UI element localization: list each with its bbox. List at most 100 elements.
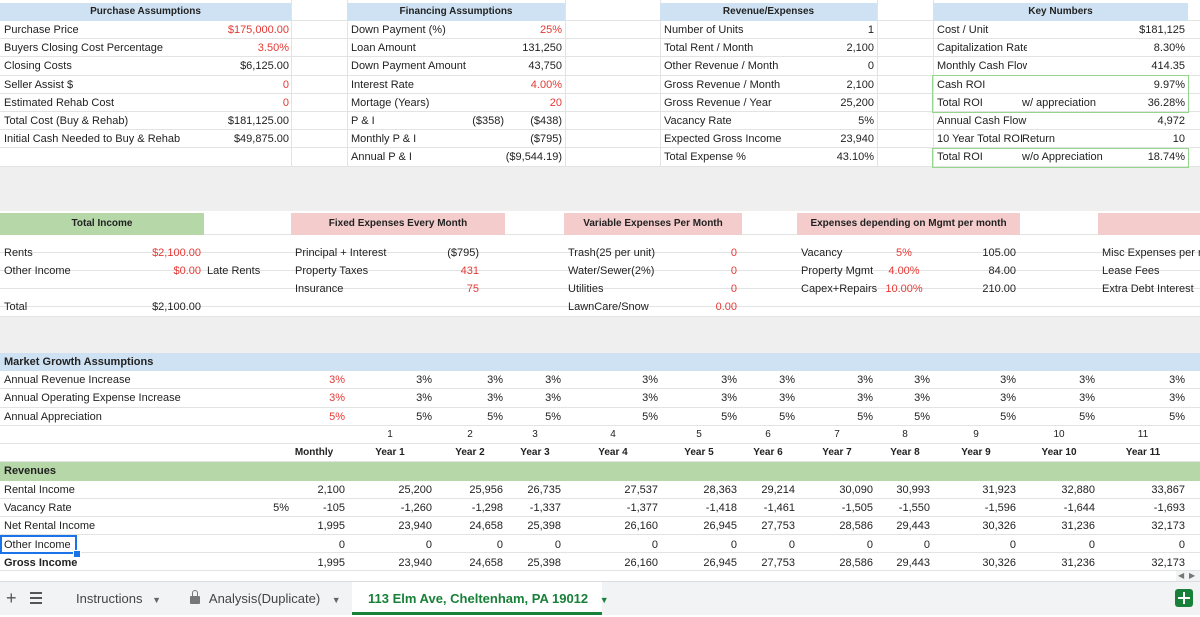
selected-cell[interactable] (0, 535, 77, 554)
variable-row-value: 0 (730, 265, 737, 277)
growth-value: 5% (329, 410, 345, 423)
projection-header: Year 2 (455, 447, 485, 458)
variable-row-label: Trash(25 per unit) (568, 247, 656, 259)
purchase-row-value: $175,000.00 (227, 24, 289, 36)
growth-value: 5% (1169, 410, 1185, 423)
grid-column-line (347, 0, 348, 167)
grid-row-line (0, 516, 1200, 517)
financing-row-value: ($438) (530, 115, 562, 127)
revenue-row-label: Vacancy Rate (664, 115, 732, 127)
growth-value: 3% (487, 374, 503, 386)
projection-value: 23,940 (398, 520, 432, 533)
tab-analysis-duplicate[interactable]: Analysis(Duplicate) ▼ (178, 582, 346, 615)
key-row-value: 36.28% (1147, 97, 1185, 109)
projection-value: 0 (1178, 538, 1185, 551)
growth-value: 3% (1079, 374, 1095, 386)
projection-row-label: Other Income (4, 538, 71, 551)
grid-column-line (933, 0, 934, 167)
growth-value: 5% (416, 410, 432, 423)
revenue-row-label: Gross Revenue / Month (664, 79, 781, 91)
purchase-row-value: $49,875.00 (233, 133, 289, 145)
horizontal-scrollbar[interactable] (1176, 571, 1200, 581)
projection-value: 26,945 (703, 520, 737, 533)
growth-value: 3% (1169, 374, 1185, 386)
chevron-down-icon[interactable]: ▼ (331, 595, 341, 605)
projection-value: 27,537 (624, 484, 658, 496)
revenue-row-value: 2,100 (846, 42, 874, 54)
scroll-left-arrow-icon[interactable]: ◀ (1178, 571, 1185, 580)
purchase-row-label: Purchase Price (4, 24, 79, 36)
projection-value: 0 (923, 538, 930, 551)
grid-row-line (0, 552, 1200, 553)
financing-row-label: Down Payment (%) (351, 24, 446, 36)
projection-value: 28,586 (839, 556, 873, 569)
growth-value: 3% (545, 374, 561, 386)
growth-value: 3% (857, 374, 873, 386)
growth-value: 3% (1000, 392, 1016, 405)
projection-header: Year 10 (1041, 447, 1077, 458)
sheet-list-icon[interactable] (30, 592, 42, 604)
grid-row-line (0, 56, 1200, 57)
growth-value: 5% (545, 410, 561, 423)
variable-row-label: LawnCare/Snow (568, 301, 649, 313)
financing-row-value: 20 (549, 97, 562, 109)
projection-value: 24,658 (469, 556, 503, 569)
key-row-label: Monthly Cash Flow (937, 60, 1027, 72)
projection-header: Year 3 (520, 447, 550, 458)
projection-value: 25,956 (469, 484, 503, 496)
explore-icon[interactable] (1175, 589, 1193, 607)
growth-value: 5% (642, 410, 658, 423)
scroll-right-arrow-icon[interactable]: ▶ (1189, 571, 1196, 580)
grid-row-line (0, 288, 1200, 289)
purchase-row-label: Estimated Rehab Cost (4, 97, 115, 109)
fixed-title: Fixed Expenses Every Month (328, 218, 468, 229)
projection-value: -1,337 (529, 502, 561, 515)
fill-handle[interactable] (73, 550, 81, 558)
chevron-down-icon[interactable]: ▼ (599, 595, 609, 605)
revenue-row-label: Number of Units (664, 24, 744, 36)
growth-value: 3% (779, 374, 795, 386)
grid-row-line (0, 570, 1200, 571)
grid-row-line (0, 425, 1200, 426)
tab-label: Instructions (76, 591, 143, 606)
growth-value: 5% (1000, 410, 1016, 423)
projection-value: 26,735 (527, 484, 561, 496)
chevron-down-icon[interactable]: ▼ (152, 595, 162, 605)
projection-value: -105 (322, 502, 345, 515)
purchase-row-label: Total Cost (Buy & Rehab) (4, 115, 129, 127)
mgmt-row-pct: 5% (896, 247, 912, 259)
grid-row-line (0, 270, 1200, 271)
projection-value: 0 (730, 538, 737, 551)
mgmt-row-label: Capex+Repairs (801, 283, 878, 295)
key-row-value: 8.30% (1153, 42, 1185, 54)
projection-value: 0 (1088, 538, 1095, 551)
grid-row-line (0, 461, 1200, 462)
purchase-row-value: 3.50% (257, 42, 289, 54)
key-row-note: Return (1022, 133, 1056, 145)
spreadsheet-grid[interactable]: Purchase Assumptions Purchase Price $175,… (0, 0, 1200, 581)
plus-icon[interactable]: + (6, 588, 17, 608)
projection-value: 29,443 (896, 556, 930, 569)
fixed-row-label: Principal + Interest (295, 247, 387, 259)
purchase-title: Purchase Assumptions (90, 6, 201, 17)
income-row-extra (203, 244, 287, 262)
purchase-row-label: Buyers Closing Cost Percentage (4, 42, 163, 54)
fixed-row-value: ($795) (447, 247, 479, 259)
purchase-row-label: Initial Cash Needed to Buy & Rehab (4, 133, 181, 145)
projection-value: 32,173 (1151, 556, 1185, 569)
tab-label: Analysis(Duplicate) (208, 591, 321, 606)
key-row-value: 10 (1172, 133, 1185, 145)
projection-value: 0 (651, 538, 658, 551)
growth-value: 3% (416, 392, 432, 405)
tab-113-elm-ave[interactable]: 113 Elm Ave, Cheltenham, PA 19012 ▼ (352, 582, 609, 615)
growth-value: 3% (416, 374, 432, 386)
grid-row-line (0, 252, 1200, 253)
grid-row-line (0, 316, 1200, 317)
year-number: 9 (973, 429, 979, 440)
income-total-label: Total (4, 301, 28, 313)
growth-title: Market Growth Assumptions (4, 356, 154, 368)
variable-row-value: 0 (730, 247, 737, 259)
grid-row-line (0, 75, 1200, 76)
tab-instructions[interactable]: Instructions ▼ (62, 582, 174, 615)
key-row-label: Total ROI (937, 97, 983, 109)
